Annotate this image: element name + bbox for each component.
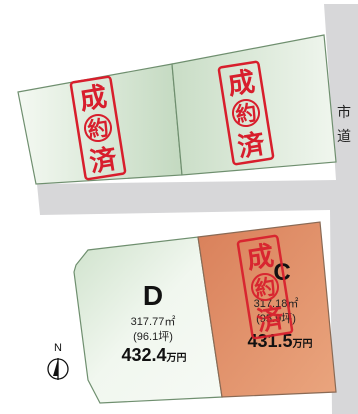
lot-c: [197, 221, 337, 398]
road-label-line1: 市: [337, 104, 351, 121]
stamp-char-2: 約: [234, 100, 259, 128]
stamp-char-3: 済: [87, 143, 120, 179]
stamp-char-1: 成: [226, 66, 258, 101]
lot-d: [73, 236, 223, 404]
stamp-char-2: 約: [253, 274, 278, 302]
stamp-char-3: 済: [235, 128, 268, 164]
north-compass: N: [47, 342, 69, 380]
lot-d-area: 317.77㎡: [131, 315, 176, 328]
stamp-char-2: 約: [86, 115, 111, 143]
lot-d-price: 432.4万円: [121, 345, 186, 365]
lot-c-tsubo: (95.9坪): [256, 312, 296, 325]
road-label-line2: 道: [337, 129, 351, 145]
lot-d-tsubo: (96.1坪): [133, 330, 173, 343]
stamp-char-1: 成: [245, 240, 277, 275]
lot-c-price: 431.5万円: [247, 331, 312, 351]
lot-top-right: [171, 34, 337, 176]
stamp-char-1: 成: [78, 81, 110, 116]
lot-d-price-number: 432.4: [121, 345, 166, 365]
lot-d-letter: D: [143, 280, 163, 311]
stamp-char-3: 済: [254, 302, 287, 338]
sold-stamp-top-left: 成 約 済: [69, 75, 127, 181]
compass-arrow-icon: [53, 359, 58, 376]
sold-stamp-top-right: 成 約 済: [217, 60, 275, 166]
compass-north-label: N: [54, 342, 62, 354]
lot-c-price-unit: 万円: [292, 338, 313, 350]
lot-d-price-unit: 万円: [166, 352, 187, 364]
road: [37, 4, 358, 414]
sold-stamp-lot-c: 成 約 済: [236, 234, 294, 340]
lot-c-price-number: 431.5: [247, 331, 292, 351]
